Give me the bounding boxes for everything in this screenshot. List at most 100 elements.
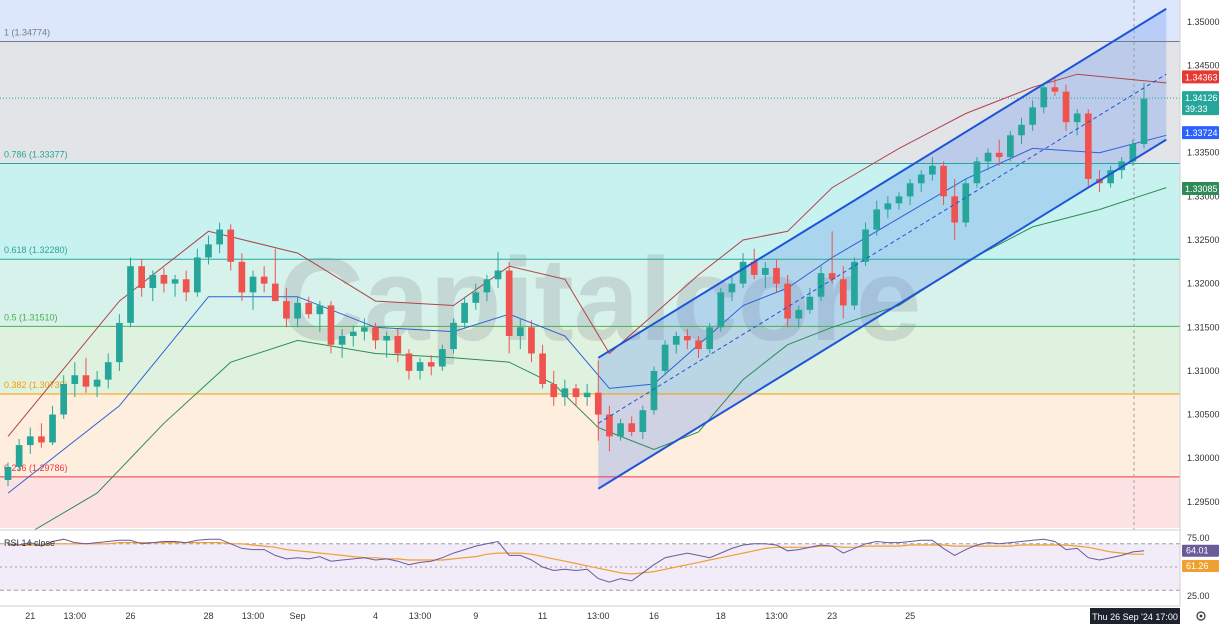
band-top: [0, 0, 1180, 42]
candle: [750, 248, 758, 280]
time-tick-label: 18: [716, 611, 726, 621]
candle-body: [1118, 161, 1126, 171]
candle-body: [583, 392, 591, 398]
candle-body: [305, 302, 313, 315]
candle-body: [917, 174, 925, 184]
time-tick-label: 23: [827, 611, 837, 621]
rsi-title: RSI 14 close: [4, 538, 55, 548]
candle: [361, 318, 368, 341]
time-axis[interactable]: 21 13:00 26 28 13:00 Sep 4 13:00 9 11 13:00 16 18 13:…: [0, 605, 1221, 625]
candle-body: [427, 362, 435, 367]
time-tick-label: 13:00: [409, 611, 432, 621]
candle: [728, 274, 736, 302]
candle-body: [249, 276, 257, 293]
candle: [695, 336, 702, 358]
rsi-ma-line: [8, 542, 1144, 575]
fib-label: 0.236 (1.29786): [4, 463, 68, 473]
gear-ring: [1196, 611, 1206, 621]
candle: [405, 349, 413, 380]
candle: [784, 274, 791, 328]
price-tag-label: 1.33085: [1185, 184, 1218, 194]
channel-upper-line[interactable]: [597, 7, 1167, 359]
candle-body: [1084, 113, 1092, 179]
candle-body: [851, 261, 858, 306]
candle-body: [138, 266, 145, 288]
candle: [15, 438, 23, 472]
price-tick-label: 1.35000: [1187, 17, 1220, 27]
candle: [628, 416, 636, 437]
price-tag-label: 1.34363: [1185, 72, 1218, 82]
fib-band: [0, 476, 1180, 528]
candle-body: [505, 270, 513, 336]
candle: [940, 161, 947, 206]
time-tick-label: 13:00: [587, 611, 610, 621]
fib-band: [0, 41, 1180, 164]
candle-body: [606, 414, 613, 437]
candle: [472, 283, 480, 310]
candle-body: [984, 152, 992, 162]
candle-body: [361, 327, 368, 332]
candle-body: [316, 305, 324, 315]
candle-body: [1073, 113, 1081, 123]
candle: [71, 362, 79, 398]
candle-body: [494, 270, 502, 280]
settings-gear-icon[interactable]: [1196, 611, 1206, 621]
price-axis[interactable]: 1.350001.345001.340001.335001.330001.325…: [1179, 0, 1221, 625]
price-tick-label: 1.30000: [1187, 453, 1220, 463]
candle-body: [483, 279, 491, 293]
candle-body: [528, 327, 535, 354]
candle-body: [717, 292, 725, 328]
candle-body: [193, 257, 201, 293]
rsi-tag-label: 64.01: [1186, 546, 1209, 556]
candle-body: [1029, 107, 1036, 125]
candle: [1029, 100, 1036, 131]
channel-lower-line[interactable]: [597, 138, 1167, 490]
candle: [439, 344, 446, 371]
candle: [773, 259, 780, 293]
candle: [895, 192, 903, 210]
candle-body: [695, 340, 702, 350]
candle: [550, 370, 558, 406]
candle: [1040, 82, 1048, 114]
candle-body: [728, 283, 736, 293]
regression-channel[interactable]: [597, 7, 1167, 490]
channel-mid-line[interactable]: [598, 73, 1167, 424]
candle-body: [873, 209, 881, 230]
candle-body: [60, 384, 68, 415]
candle: [929, 157, 936, 181]
candle-body: [594, 392, 602, 415]
candles: [4, 75, 1148, 487]
candle-body: [26, 436, 34, 446]
time-tick-label: 26: [126, 611, 136, 621]
candle-body: [684, 336, 691, 341]
candle: [260, 266, 268, 293]
candle: [327, 301, 335, 354]
candle: [116, 314, 123, 371]
candle: [817, 266, 825, 302]
candle: [82, 357, 90, 393]
candle-body: [951, 196, 959, 223]
price-tick-label: 1.29500: [1187, 497, 1220, 507]
candle: [49, 405, 56, 446]
time-tick-label: 4: [373, 611, 378, 621]
candle: [149, 270, 157, 302]
candle-body: [973, 161, 981, 184]
fib-band: [0, 326, 1180, 395]
fib-band: [0, 163, 1180, 260]
candle-body: [672, 336, 680, 345]
price-tag: [1182, 91, 1219, 116]
price-tick-label: 1.33000: [1187, 191, 1220, 201]
time-tick-label: Sep: [290, 611, 306, 621]
candle: [383, 331, 391, 358]
candle-body: [104, 362, 112, 380]
candle-body: [439, 349, 446, 367]
candle: [984, 148, 992, 171]
candle: [583, 384, 591, 406]
candle-body: [661, 344, 669, 371]
candle-body: [884, 203, 892, 210]
candle-body: [116, 322, 123, 363]
candle-body: [550, 384, 558, 398]
candle-body: [216, 229, 223, 245]
price-tick-label: 1.32500: [1187, 235, 1220, 245]
